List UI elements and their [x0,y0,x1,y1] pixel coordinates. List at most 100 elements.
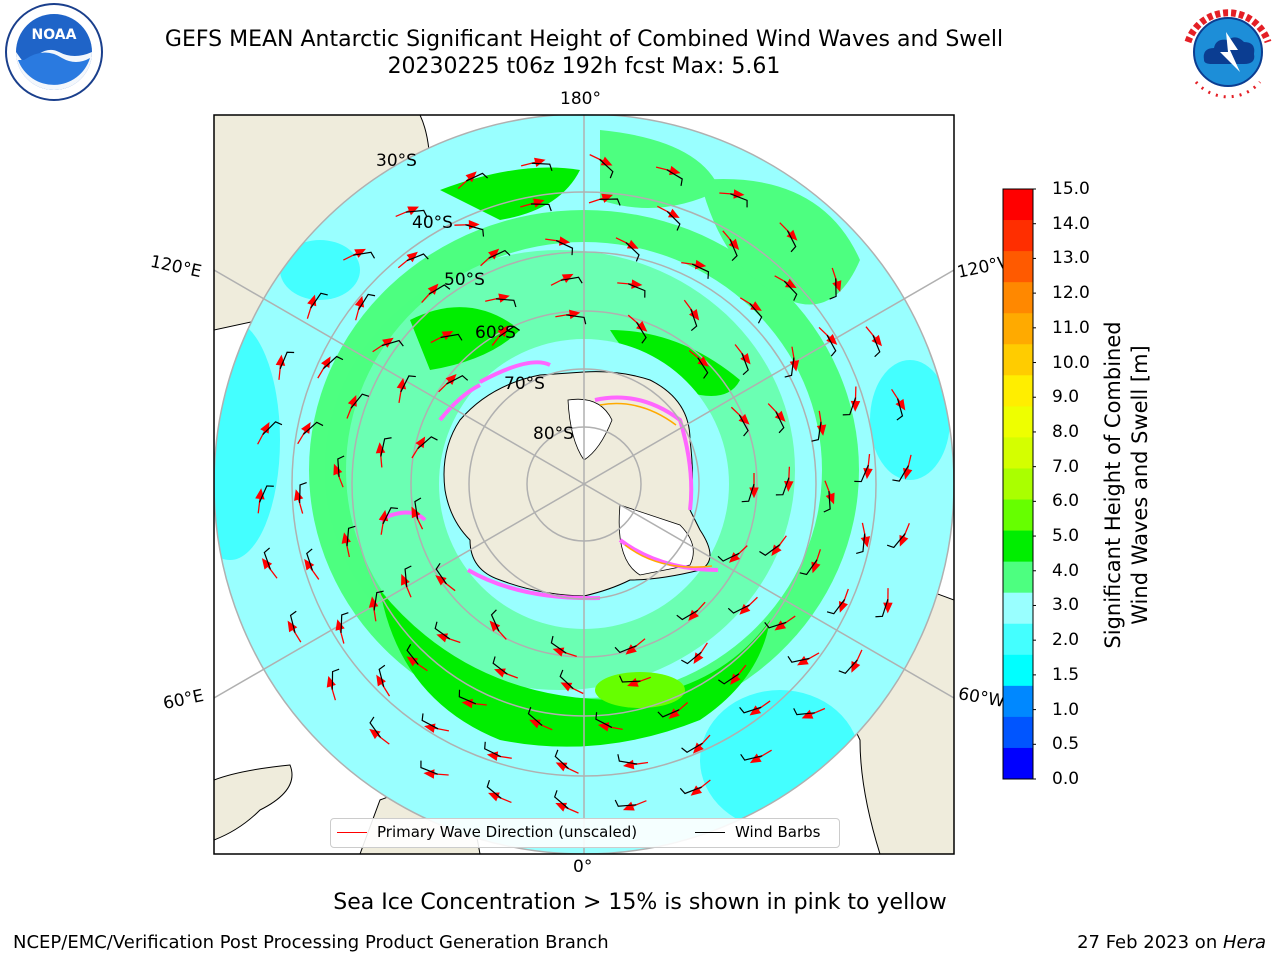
wind-barb [331,668,340,690]
wind-barb [775,477,790,496]
wind-barb [666,210,681,231]
wave-direction-arrowhead [774,410,786,422]
colorbar-segment [1003,313,1033,345]
wind-barb [787,655,810,663]
wave-direction-arrowhead [688,609,699,621]
wind-barb [420,760,438,775]
colorbar-segment [1003,654,1033,687]
wind-barb [775,411,785,434]
wind-barb [811,421,822,442]
wind-barb [856,533,866,555]
wave-direction-arrowhead [801,709,814,719]
wave-direction-arrowhead [326,675,336,688]
wave-direction-arrowhead [825,492,835,505]
wave-direction-arrowhead [489,620,501,632]
colorbar-segment [1003,561,1033,594]
wind-barb [875,598,889,618]
colorbar-segment [1003,716,1033,749]
lat-label-80s: 80°S [533,424,574,444]
wind-barb [382,507,398,525]
colorbar-tick-label: 2.0 [1052,630,1080,651]
lat-label-50s: 50°S [444,270,485,290]
forecast-subtitle: 20230225 t06z 192h fcst Max: 5.61 [387,54,781,79]
wave-direction-arrowhead [261,558,273,570]
colorbar-segment [1003,530,1033,563]
wave-direction-arrowhead [749,753,762,764]
wind-barb [380,437,392,457]
wave-direction-arrowhead [697,356,709,367]
wind-barb [559,669,574,690]
legend-black-line [695,831,725,833]
colorbar-segment [1003,468,1033,501]
wave-direction-arrowhead [406,251,418,263]
wave-direction-arrowhead [739,603,751,615]
wind-barb [414,497,422,520]
colorbar-segment [1003,685,1033,718]
wind-barb [823,491,831,513]
wind-barb [406,253,429,262]
wave-direction-arrowhead [304,558,315,571]
wind-barb [625,242,640,262]
wind-barb [826,334,837,357]
colorbar-segment [1003,406,1033,438]
wind-barb [279,351,295,370]
colorbar-label-line1: Significant Height of Combined [1101,321,1125,649]
wind-barb [404,565,412,588]
wind-barb [838,659,858,674]
colorbar-segment [1003,344,1033,376]
wave-direction-arrowhead [294,489,304,501]
legend-wind-barbs-label: Wind Barbs [735,823,821,841]
wave-direction-arrowhead [435,575,447,586]
wind-barb [458,689,477,705]
colorbar-segment [1003,220,1033,252]
wind-barb [369,716,382,738]
wind-barb [697,357,709,379]
wind-barb [740,753,763,761]
colorbar-tick-label: 9.0 [1052,387,1080,408]
wind-barb [784,357,795,378]
footer-date: 27 Feb 2023 on Hera [1077,932,1266,953]
wind-barb [829,278,837,300]
chart-title: GEFS MEAN Antarctic Significant Height o… [164,27,1004,52]
wave-direction-arrowhead [341,532,351,544]
wind-barb [435,563,447,585]
wind-barb [657,709,680,718]
primary-wave-direction-arrows [255,154,913,814]
colorbar-segment [1003,282,1033,314]
wind-barb [358,293,376,310]
footer-date-text: 27 Feb 2023 on [1077,932,1223,953]
wind-barb [550,635,567,654]
legend-red-line [337,831,367,833]
colorbar-segment [1003,592,1033,625]
footer-machine: Hera [1222,932,1266,953]
wind-barb [263,547,272,570]
colorbar-tick-label: 1.0 [1052,699,1080,720]
wave-direction-arrowhead [774,620,787,631]
noaa-logo-text: NOAA [32,27,77,43]
wave-direction-arrowhead [625,644,637,655]
wave-direction-arrowhead [871,334,882,347]
wind-barb [764,621,787,629]
wave-direction-arrowhead [376,674,386,687]
wind-barb [691,263,710,279]
wind-barb [896,398,904,421]
wind-barb [749,303,763,324]
legend-primary-wave: Primary Wave Direction (unscaled) [337,823,637,841]
wind-barb [498,325,520,338]
wind-barb [495,298,517,308]
colorbar-segment [1003,499,1033,532]
wave-direction-arrowhead [411,506,421,519]
wave-direction-arrowhead [465,171,477,183]
wind-barb [599,198,621,206]
wind-barb [872,334,881,358]
wave-direction-arrowhead [407,206,419,216]
wind-barb [488,249,511,259]
map-frame [213,114,955,855]
colorbar-tick-label: 12.0 [1052,283,1090,304]
wind-barb [465,172,488,182]
footer-branch: NCEP/EMC/Verification Post Processing Pr… [13,932,609,953]
wind-barb [373,590,384,611]
wind-barb [262,421,283,435]
wave-direction-arrowhead [601,193,613,203]
wind-barb [289,610,297,633]
